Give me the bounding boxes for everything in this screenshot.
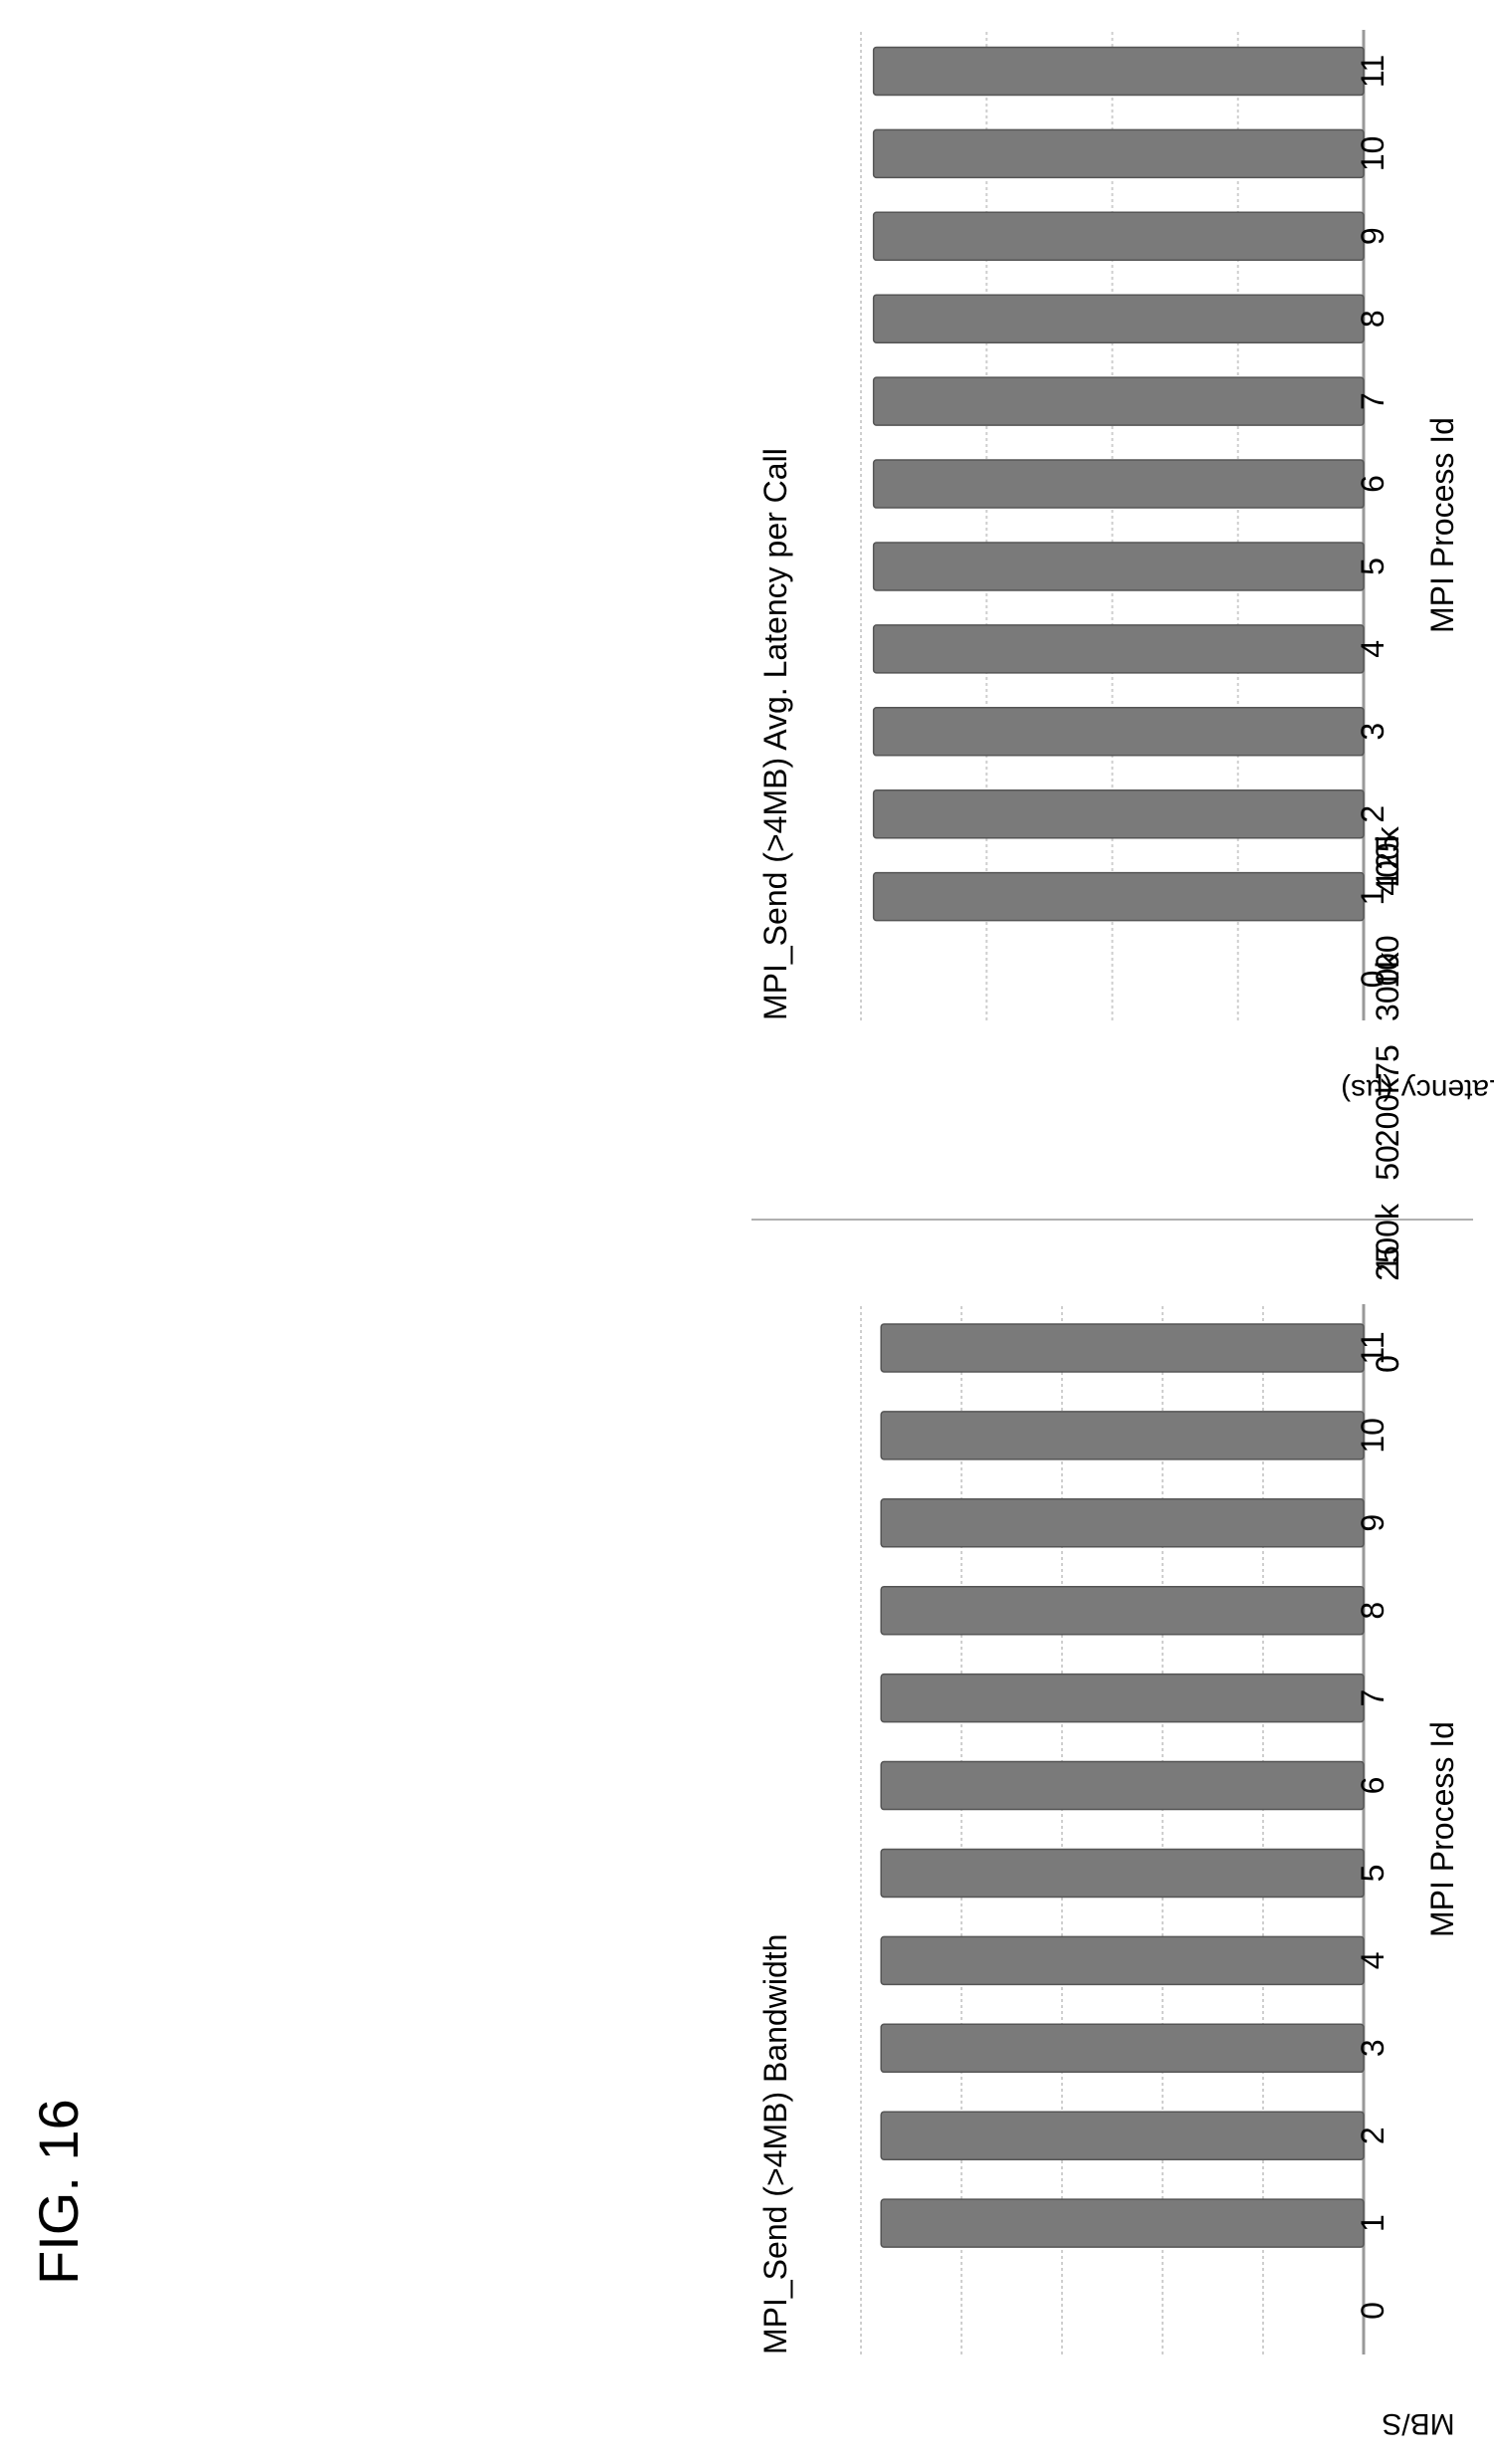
bar <box>880 1323 1365 1373</box>
bar <box>880 1935 1365 1986</box>
y-tick-label: 0 <box>1370 1355 1405 1373</box>
bar <box>880 1498 1365 1548</box>
bar <box>872 871 1365 922</box>
bar <box>880 1848 1365 1899</box>
x-tick-label: 8 <box>1355 310 1390 328</box>
y-axis-label: MB/S <box>1382 2407 1454 2440</box>
x-tick-label: 10 <box>1355 136 1390 172</box>
x-tick-label: 1 <box>1355 2214 1390 2232</box>
bar <box>880 1585 1365 1636</box>
bar <box>880 2198 1365 2248</box>
x-tick-label: 0 <box>1355 2302 1390 2320</box>
x-tick-label: 7 <box>1355 392 1390 410</box>
y-tick-label: 0 <box>1370 1355 1405 1373</box>
bar <box>872 624 1365 674</box>
y-tick-label: 125 <box>1370 834 1405 887</box>
y-tick-label: 200k <box>1370 1077 1405 1147</box>
y-tick-label: 25 <box>1370 1245 1405 1281</box>
x-tick-label: 7 <box>1355 1689 1390 1707</box>
y-tick-label: 100k <box>1370 1203 1405 1272</box>
x-tick-label: 3 <box>1355 723 1390 741</box>
bar <box>872 542 1365 591</box>
bar <box>880 2111 1365 2160</box>
figure-label: FIG. 16 <box>27 2099 90 2285</box>
y-tick-label: 400k <box>1370 825 1405 895</box>
y-tick-label: 300k <box>1370 952 1405 1021</box>
bar <box>880 2023 1365 2074</box>
y-tick-label: 75 <box>1370 1044 1405 1080</box>
bar <box>872 46 1365 97</box>
x-tick-label: 9 <box>1355 227 1390 245</box>
x-tick-label: 4 <box>1355 640 1390 658</box>
y-tick-label: 50 <box>1370 1145 1405 1181</box>
x-tick-label: 5 <box>1355 558 1390 575</box>
x-tick-label: 9 <box>1355 1514 1390 1532</box>
x-tick-label: 2 <box>1355 2127 1390 2144</box>
latency-chart: 0 100k 200k 300k 400k 0 1 2 3 4 5 6 7 8 9 10 11 MPI_Send … <box>757 30 1494 1373</box>
x-tick-label: 3 <box>1355 2039 1390 2057</box>
x-tick-label: 6 <box>1355 1777 1390 1795</box>
x-tick-label: 8 <box>1355 1602 1390 1620</box>
x-axis-label: MPI Process Id <box>1424 417 1460 633</box>
bar <box>872 788 1365 839</box>
x-tick-label: 6 <box>1355 475 1390 493</box>
x-axis-label: MPI Process Id <box>1424 1721 1460 1937</box>
x-tick-label: 11 <box>1355 1331 1390 1364</box>
x-tick-label: 2 <box>1355 805 1390 823</box>
chart-title: MPI_Send (>4MB) Bandwidth <box>757 1934 793 2354</box>
y-axis-label: Latency (µs) <box>1341 1073 1494 1106</box>
x-tick-label: 11 <box>1355 55 1390 88</box>
x-tick-label: 5 <box>1355 1865 1390 1883</box>
bar <box>872 707 1365 757</box>
bar <box>872 459 1365 509</box>
bar <box>872 376 1365 426</box>
bar <box>880 1760 1365 1811</box>
bar <box>872 128 1365 179</box>
bar <box>872 294 1365 343</box>
chart-title: MPI_Send (>4MB) Avg. Latency per Call <box>757 448 793 1020</box>
x-tick-label: 0 <box>1355 971 1390 989</box>
x-tick-label: 4 <box>1355 1951 1390 1969</box>
y-tick-label: 100 <box>1370 935 1405 988</box>
bar <box>872 211 1365 262</box>
bar <box>880 1411 1365 1460</box>
bar <box>880 1673 1365 1723</box>
x-tick-label: 10 <box>1355 1418 1390 1454</box>
x-tick-label: 1 <box>1355 888 1390 906</box>
